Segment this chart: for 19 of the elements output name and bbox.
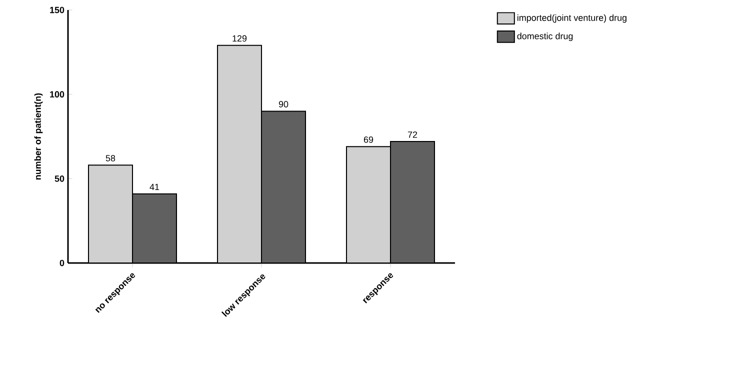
- y-tick-label: 0: [60, 260, 64, 266]
- bar: [132, 193, 177, 263]
- legend-label: imported(joint venture) drug: [517, 14, 626, 23]
- y-tick-label: 150: [50, 6, 64, 14]
- bar: [346, 146, 392, 263]
- y-tick-label: 100: [50, 91, 64, 98]
- y-tick-label: 50: [54, 175, 64, 182]
- y-axis-title: number of patient(n): [34, 93, 43, 180]
- data-label: 90: [278, 101, 288, 108]
- data-label: 72: [408, 131, 418, 138]
- bar: [390, 141, 436, 263]
- bar: [88, 164, 133, 263]
- data-label: 58: [106, 155, 116, 162]
- legend-label: domestic drug: [517, 32, 573, 42]
- bar: [261, 110, 306, 263]
- data-label: 129: [232, 35, 247, 42]
- data-label: 41: [150, 184, 160, 190]
- bar: [217, 44, 262, 263]
- data-label: 69: [364, 136, 374, 143]
